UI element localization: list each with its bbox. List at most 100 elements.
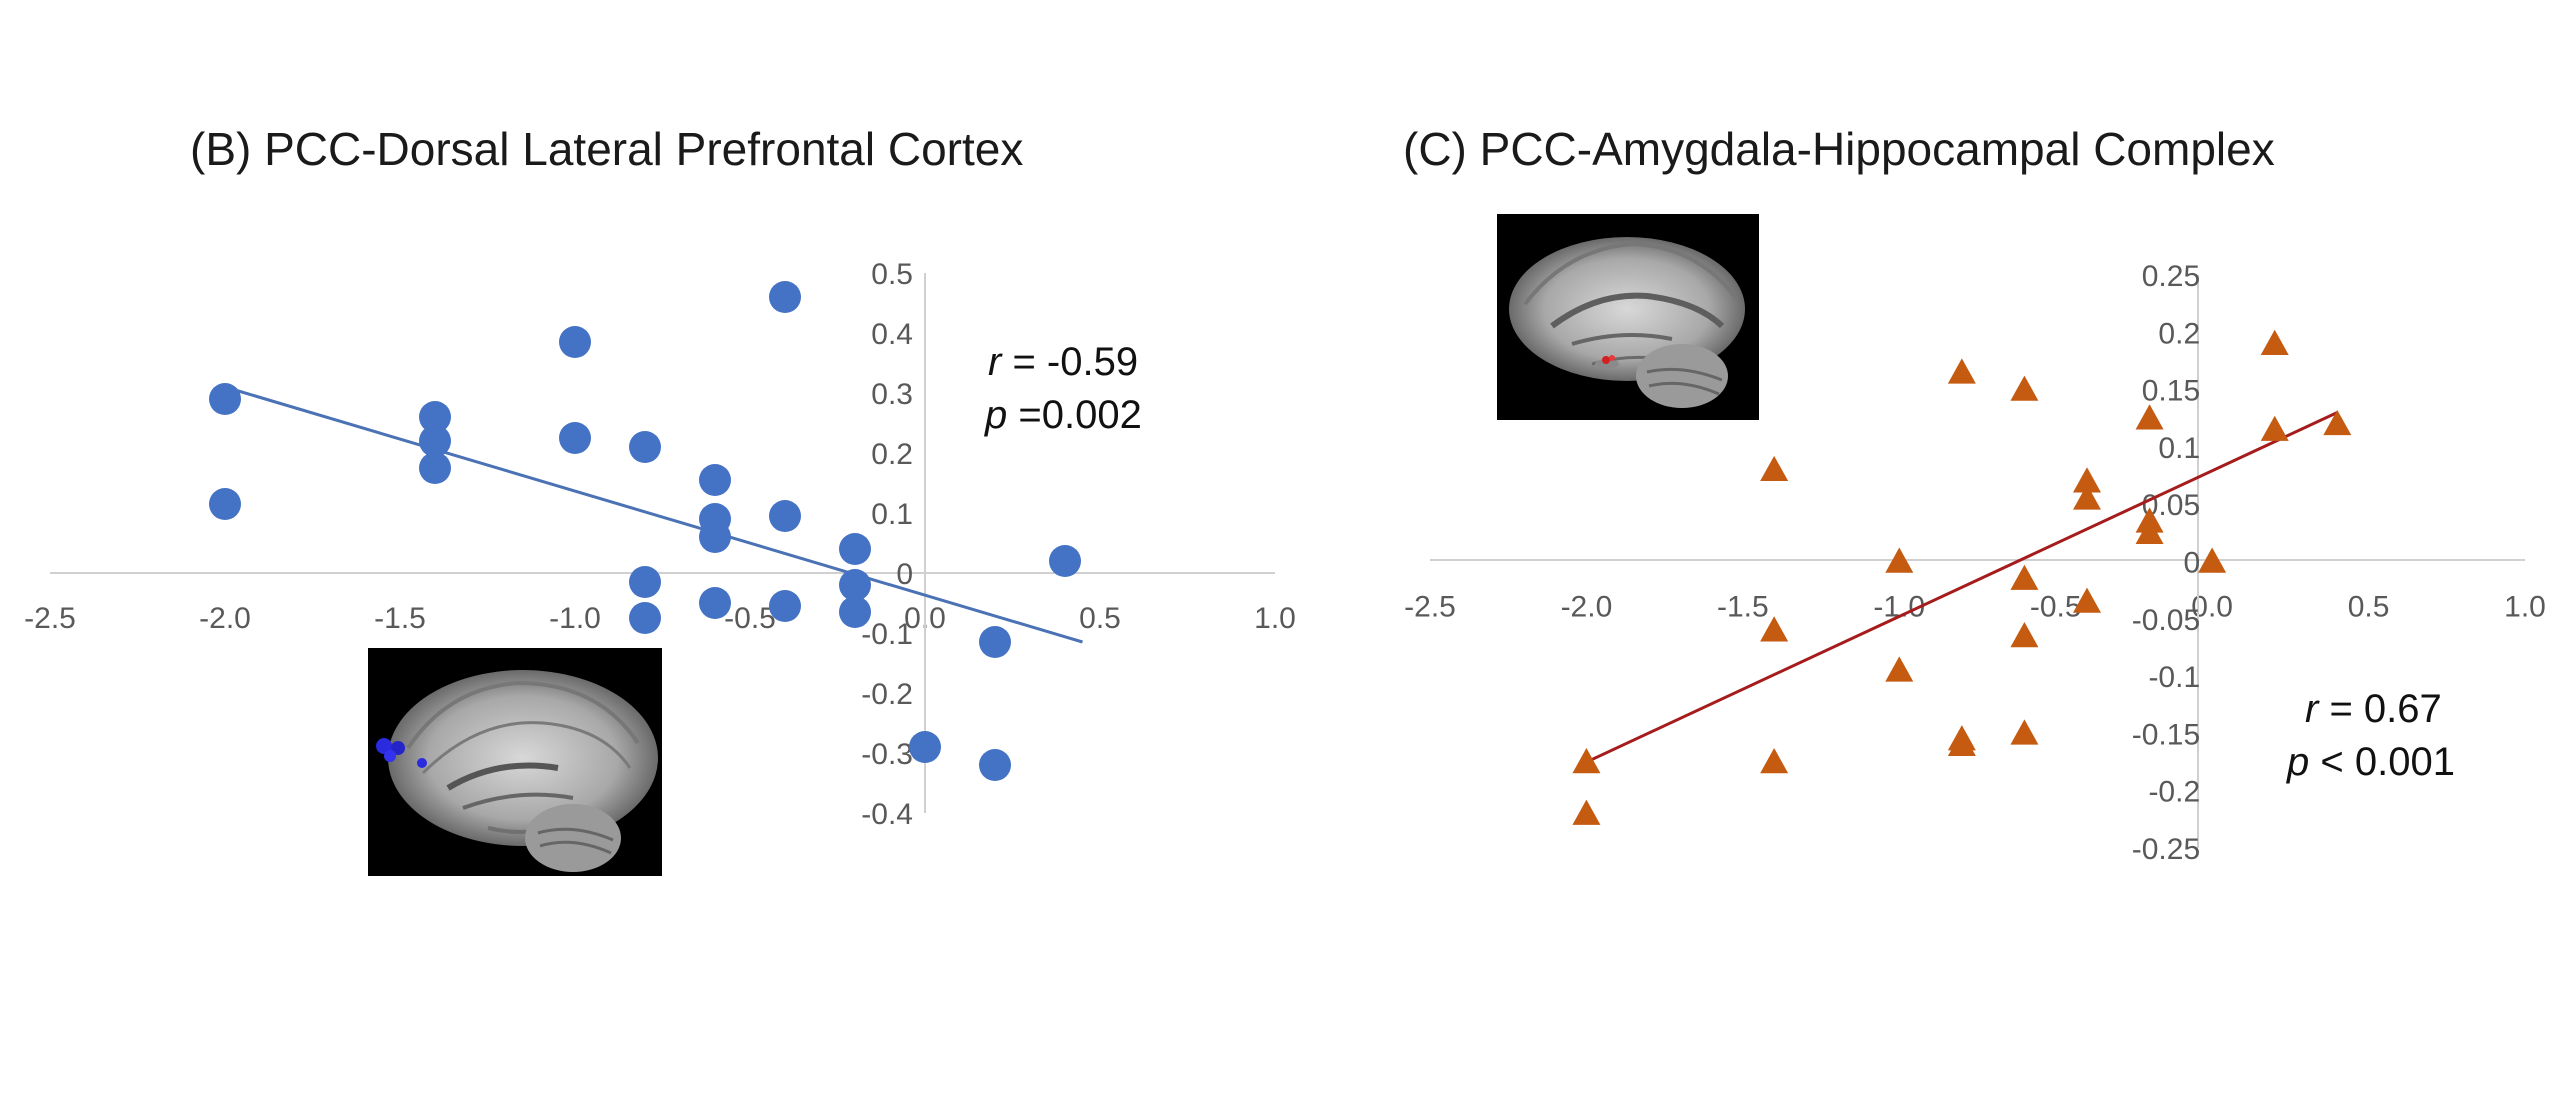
panel-b-x-tick-label: 1.0 [1254, 602, 1296, 635]
panel-b-data-point [909, 731, 941, 763]
panel-b-data-point [419, 452, 451, 484]
panel-c-data-point [1760, 455, 1789, 482]
panel-b-y-tick-label: 0.3 [871, 378, 913, 411]
panel-b-r-symbol: r [988, 340, 1003, 384]
panel-c-y-tick-label: -0.15 [2132, 718, 2200, 751]
panel-c-data-point [2010, 621, 2039, 648]
panel-b-correlation-annotation: r = -0.59 p =0.002 [984, 340, 1142, 437]
panel-b-data-point [769, 590, 801, 622]
panel-b-data-point [979, 626, 1011, 658]
panel-b-data-point [629, 602, 661, 634]
panel-b-data-point [699, 521, 731, 553]
panel-b-x-tick-label: -1.0 [549, 602, 601, 635]
panel-c-x-tick-label: -2.0 [1561, 591, 1613, 624]
panel-b-data-point [699, 587, 731, 619]
panel-c-y-tick-label: 0.1 [2158, 432, 2200, 465]
panel-c-data-point [2135, 404, 2164, 430]
panel-c-y-tick-label: -0.2 [2148, 776, 2200, 809]
panel-c-data-point [2135, 518, 2164, 545]
panel-b-x-tick-label: -0.5 [724, 602, 776, 635]
panel-c-data-point [1572, 748, 1601, 774]
panel-b-data-point [419, 425, 451, 457]
panel-b-data-point [839, 596, 871, 628]
panel-c-x-axis: -2.5 -2.0 -1.5 -1.0 -0.5 0.0 0.5 1.0 [1404, 559, 2546, 624]
panel-b-trendline [224, 385, 1083, 644]
panel-b-x-tick-label: 0.5 [1079, 602, 1121, 635]
panel-b-data-point [559, 422, 591, 454]
svg-text:r = 0.67: r = 0.67 [2305, 687, 2442, 731]
panel-c-data-point [1760, 748, 1789, 774]
panel-b-brain-inset [368, 648, 662, 876]
panel-c: (C) PCC-Amygdala-Hippocampal Complex -2.… [1403, 123, 2546, 866]
panel-b-p-symbol: p [984, 393, 1007, 437]
panel-c-data-point [2073, 484, 2101, 510]
panel-b-p-value: =0.002 [1007, 393, 1142, 437]
panel-b-y-tick-label: 0.5 [871, 258, 913, 291]
panel-b-points [209, 281, 1081, 781]
panel-b-data-point [629, 431, 661, 463]
panel-c-x-tick-label: -0.5 [2030, 591, 2082, 624]
panel-c-data-point [2010, 719, 2039, 745]
panel-b-x-tick-label: -2.0 [199, 602, 251, 635]
panel-c-x-tick-label: 1.0 [2504, 591, 2546, 624]
panel-b-y-tick-label: 0.1 [871, 498, 913, 531]
panel-b-data-point [419, 401, 451, 433]
panel-c-x-tick-label: -2.5 [1404, 591, 1456, 624]
panel-c-data-point [1885, 547, 1914, 573]
panel-b-data-point [1049, 545, 1081, 577]
panel-c-r-value: = 0.67 [2318, 687, 2441, 731]
panel-c-data-point [2323, 409, 2352, 436]
panel-c-data-point [1947, 730, 1976, 757]
panel-b-data-point [839, 533, 871, 565]
panel-b: (B) PCC-Dorsal Lateral Prefrontal Cortex… [24, 123, 1296, 876]
panel-b-y-tick-label: 0 [896, 558, 913, 591]
panel-b-x-tick-label: -2.5 [24, 602, 76, 635]
panel-b-data-point [769, 500, 801, 532]
panel-b-y-tick-label: 0.4 [871, 318, 913, 351]
panel-c-data-point [2010, 375, 2039, 401]
panel-c-y-tick-label: -0.25 [2132, 833, 2200, 866]
panel-c-x-tick-label: -1.5 [1717, 591, 1769, 624]
panel-c-data-point [1572, 799, 1601, 825]
svg-text:p =0.002: p =0.002 [984, 393, 1142, 437]
panel-c-data-point [1885, 656, 1914, 682]
panel-b-data-point [979, 749, 1011, 781]
panel-b-data-point [209, 488, 241, 520]
panel-c-y-tick-label: 0 [2183, 547, 2200, 580]
panel-b-y-tick-label: -0.4 [861, 798, 913, 831]
panel-c-title: (C) PCC-Amygdala-Hippocampal Complex [1403, 123, 2275, 175]
svg-text:p < 0.001: p < 0.001 [2286, 740, 2455, 784]
panel-c-y-tick-label: 0.25 [2142, 260, 2200, 293]
panel-b-y-tick-label: 0.2 [871, 438, 913, 471]
panel-c-p-symbol: p [2286, 740, 2309, 784]
panel-b-data-point [769, 281, 801, 313]
panel-c-x-tick-label: 0.5 [2348, 591, 2390, 624]
panel-b-r-value: = -0.59 [1001, 340, 1138, 384]
panel-c-data-point [2073, 467, 2101, 493]
panel-c-y-tick-label: 0.15 [2142, 375, 2200, 408]
panel-c-points [1572, 329, 2352, 825]
panel-c-y-tick-label: -0.05 [2132, 604, 2200, 637]
panel-c-data-point [2073, 587, 2101, 613]
panel-b-y-tick-label: -0.2 [861, 678, 913, 711]
panel-b-data-point [559, 326, 591, 358]
panel-c-trendline [1585, 411, 2338, 764]
panel-c-data-point [1760, 616, 1789, 642]
panel-c-y-tick-label: 0.2 [2158, 317, 2200, 350]
panel-c-data-point [2260, 415, 2289, 441]
panel-c-data-point [2198, 547, 2227, 573]
panel-b-y-axis: 0.5 0.4 0.3 0.2 0.1 0 -0.1 -0.2 -0.3 -0.4 [861, 258, 926, 831]
panel-c-data-point [1947, 358, 1976, 384]
svg-text:r = -0.59: r = -0.59 [988, 340, 1138, 384]
panel-c-data-point [2260, 329, 2289, 355]
panel-c-r-symbol: r [2305, 687, 2320, 731]
panel-b-data-point [839, 569, 871, 601]
panel-b-y-tick-label: -0.3 [861, 738, 913, 771]
panel-b-title: (B) PCC-Dorsal Lateral Prefrontal Cortex [190, 123, 1023, 175]
panel-b-y-tick-label: -0.1 [861, 618, 913, 651]
panel-c-data-point [2010, 564, 2039, 590]
panel-c-y-tick-label: -0.1 [2148, 661, 2200, 694]
panel-c-y-axis: 0.250.20.150.10.050-0.05-0.1-0.15-0.2-0.… [2132, 260, 2200, 866]
panel-b-data-point [699, 464, 731, 496]
